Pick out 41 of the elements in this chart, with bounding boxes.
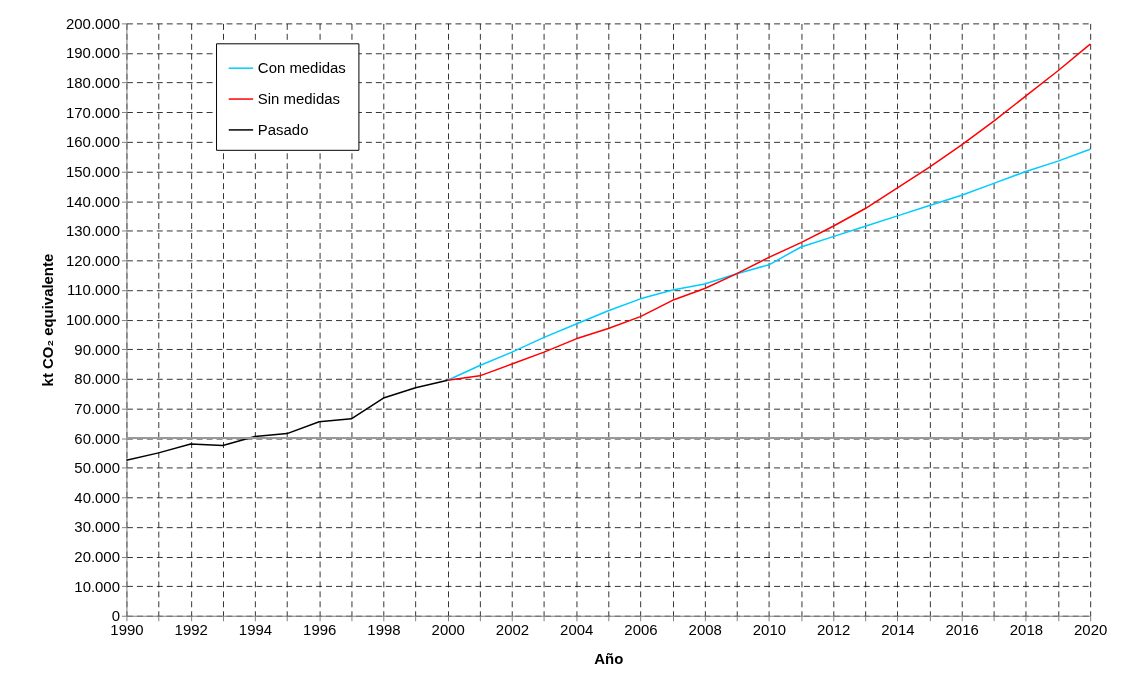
- y-tick-label: 60.000: [74, 429, 120, 447]
- line-series: [446, 43, 1091, 382]
- y-tick-label: 120.000: [66, 251, 120, 269]
- x-axis-title: Año: [594, 650, 624, 668]
- y-axis-title: kt CO₂ equivalente: [39, 253, 57, 387]
- x-tick-label: 2004: [560, 621, 594, 639]
- y-tick-label: 100.000: [66, 311, 120, 329]
- y-tick-label: 190.000: [66, 44, 120, 62]
- y-tick-label: 80.000: [74, 370, 120, 388]
- y-tick-label: 90.000: [74, 340, 120, 358]
- x-tick-label: 2012: [817, 621, 851, 639]
- y-tick-label: 140.000: [66, 192, 120, 210]
- x-tick-label: 2018: [1009, 621, 1044, 639]
- y-tick-label: 50.000: [74, 459, 120, 477]
- y-tick-label: 200.000: [66, 14, 120, 32]
- x-tick-label: 1994: [238, 621, 273, 639]
- legend-label: Pasado: [257, 120, 309, 138]
- x-tick-label: 2016: [945, 621, 979, 639]
- x-tick-label: 2006: [624, 621, 658, 639]
- y-tick-label: 40.000: [74, 488, 120, 506]
- legend-label: Sin medidas: [257, 90, 340, 108]
- x-tick-label: 2000: [431, 621, 465, 639]
- y-tick-label: 20.000: [74, 548, 120, 565]
- x-tick-label: 1992: [174, 621, 208, 639]
- y-tick-label: 30.000: [74, 518, 120, 536]
- y-tick-label: 110.000: [67, 281, 120, 299]
- x-tick-label: 2008: [688, 621, 722, 639]
- y-tick-label: 170.000: [66, 103, 120, 121]
- y-tick-label: 70.000: [74, 399, 120, 417]
- x-tick-label: 2020: [1074, 621, 1108, 639]
- legend-label: Con medidas: [257, 59, 346, 77]
- x-tick-label: 2010: [752, 621, 787, 639]
- y-tick-label: 180.000: [66, 74, 120, 92]
- x-tick-label: 2014: [881, 621, 915, 639]
- y-tick-label: 150.000: [66, 162, 120, 180]
- x-tick-label: 1996: [303, 621, 337, 639]
- y-tick-label: 10.000: [74, 577, 120, 595]
- y-tick-label: 160.000: [66, 133, 120, 151]
- x-tick-label: 2002: [495, 621, 530, 639]
- y-tick-label: 130.000: [66, 222, 120, 240]
- x-tick-label: 1998: [367, 621, 401, 639]
